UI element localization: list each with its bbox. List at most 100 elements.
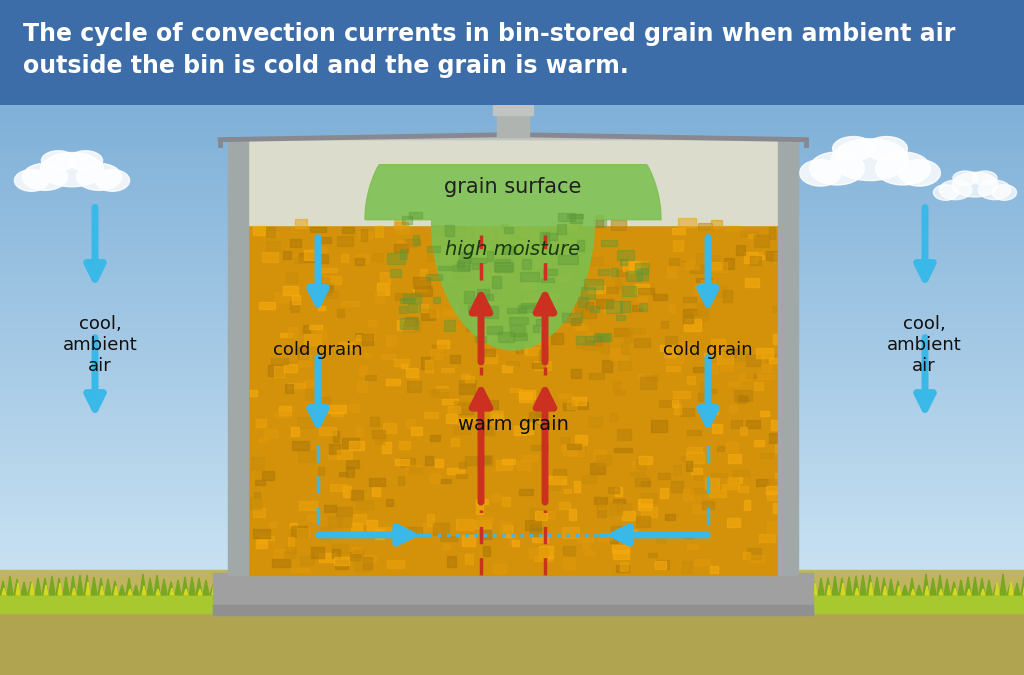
Bar [359,366,366,377]
Bar [510,325,525,335]
Bar [585,302,593,309]
Polygon shape [240,584,244,595]
Bar [557,275,569,281]
Bar [557,224,566,234]
Bar [503,257,517,262]
Bar [460,252,476,258]
Bar [608,503,623,515]
Bar [413,286,427,291]
Bar [733,470,750,476]
Bar [297,416,313,429]
Bar [584,279,603,289]
Bar [356,254,368,263]
Bar [357,232,373,238]
Bar [749,234,757,238]
Bar [546,481,560,490]
Bar [634,261,648,267]
Bar [705,389,716,394]
Bar [524,277,536,288]
Bar [507,338,524,347]
Bar [461,374,469,379]
Bar [760,411,769,416]
Bar [518,305,535,312]
Bar [431,348,442,359]
Bar [366,375,376,380]
Bar [375,292,384,302]
Bar [624,331,632,342]
Bar [521,455,538,461]
Bar [425,360,432,372]
Bar [609,348,627,360]
Bar [476,499,488,504]
Bar [474,520,490,528]
Bar [290,301,299,312]
Bar [632,461,648,467]
Bar [480,306,498,318]
Bar [433,297,440,302]
Bar [346,460,358,468]
Bar [510,387,521,392]
Bar [494,414,502,421]
Bar [309,325,322,329]
Polygon shape [995,583,999,595]
Bar [375,529,384,539]
Polygon shape [14,579,20,595]
Bar [395,222,408,233]
Bar [577,444,585,453]
Bar [400,364,408,369]
Bar [638,374,651,381]
Ellipse shape [953,171,978,186]
Bar [395,459,410,465]
Bar [673,465,681,475]
Bar [573,481,581,492]
Bar [0,570,1024,675]
Bar [727,454,740,464]
Bar [273,412,291,417]
Bar [692,506,710,512]
Bar [590,306,599,312]
Bar [602,360,612,372]
Bar [318,277,329,284]
Bar [415,286,432,296]
Bar [739,374,752,380]
Bar [707,362,718,373]
Bar [507,313,519,317]
Bar [283,251,291,259]
Bar [698,223,713,230]
Bar [341,300,358,306]
Bar [712,286,726,297]
Bar [469,262,479,267]
Bar [535,511,548,520]
Bar [353,550,362,558]
Bar [407,527,422,537]
Bar [0,610,1024,675]
Bar [769,227,775,239]
Bar [370,417,379,427]
Bar [686,452,703,463]
Bar [262,252,278,262]
Bar [456,520,473,530]
Bar [525,348,540,355]
Bar [638,298,647,307]
Bar [292,295,300,304]
Bar [665,345,676,357]
Polygon shape [958,580,964,595]
Bar [711,220,722,228]
Polygon shape [224,585,230,595]
Bar [578,297,588,307]
Ellipse shape [23,163,68,190]
Bar [728,381,740,386]
Bar [501,325,515,335]
Polygon shape [7,576,13,595]
Bar [352,547,362,553]
Bar [560,437,569,443]
Polygon shape [84,575,90,595]
Bar [482,455,493,465]
Polygon shape [867,575,873,595]
Polygon shape [154,575,160,595]
Bar [356,500,373,509]
Bar [305,389,315,400]
Bar [284,364,297,372]
Bar [588,286,605,292]
Bar [454,401,472,413]
